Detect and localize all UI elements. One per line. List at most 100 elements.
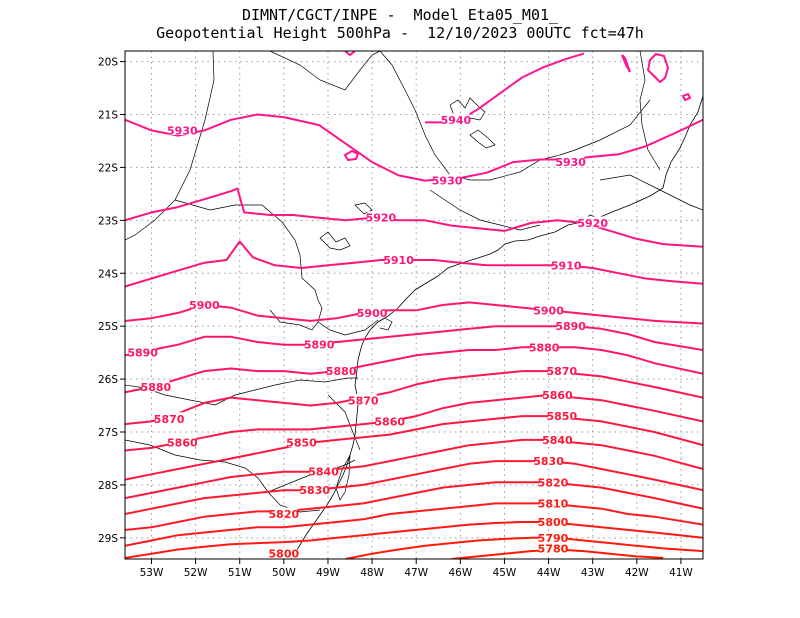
contour-label-bg <box>168 123 196 135</box>
contour-label-bg <box>327 364 355 376</box>
reservoir <box>354 202 373 215</box>
contour-label: 5900 <box>533 304 564 317</box>
closed-contour-blob <box>343 149 360 162</box>
contour-label: 5860 <box>542 389 573 402</box>
contour-label-bg <box>543 433 571 445</box>
contour-label: 5910 <box>383 254 414 267</box>
contour-label: 5870 <box>348 394 379 407</box>
lat-tick-label: 27S <box>98 427 118 439</box>
coastline <box>290 95 703 559</box>
political-border <box>125 51 215 241</box>
lat-tick-label: 28S <box>98 480 118 492</box>
contour-label: 5820 <box>538 476 569 489</box>
contour-label-bg <box>535 454 563 466</box>
contour-label-bg <box>535 303 563 315</box>
contour-label-bg <box>270 547 298 559</box>
contour-label-bg <box>142 380 170 392</box>
contour-5840 <box>125 438 703 500</box>
contour-label: 5940 <box>441 114 472 127</box>
contour-label-bg <box>530 340 558 352</box>
contour-label-bg <box>539 475 567 487</box>
contour-label: 5870 <box>154 413 185 426</box>
contour-label-bg <box>349 393 377 405</box>
contour-label: 5930 <box>555 156 586 169</box>
contour-label: 5910 <box>551 259 582 272</box>
coastline-bay <box>377 317 393 331</box>
contour-labels: 5930 5930 5930 5940 5920 5920 5910 5910 5900 5900… <box>127 113 608 561</box>
closed-contour-blob <box>681 92 692 102</box>
lon-tick-label: 45W <box>493 567 517 579</box>
lon-tick-label: 48W <box>360 567 384 579</box>
lon-tick-label: 50W <box>272 567 296 579</box>
plot-frame <box>124 50 704 560</box>
contour-label: 5900 <box>357 307 388 320</box>
contour-label: 5780 <box>538 542 569 555</box>
contour-label-bg <box>305 338 333 350</box>
political-border <box>269 51 381 91</box>
chart-title-line1: DIMNT/CGCT/INPE - Model Eta05_M01_ <box>241 6 559 24</box>
contour-label: 5810 <box>538 497 569 510</box>
lon-tick-label: 49W <box>316 567 340 579</box>
lat-tick-label: 21S <box>98 110 118 122</box>
contour-label-bg <box>548 409 576 421</box>
lon-tick-label: 52W <box>184 567 208 579</box>
contour-label: 5930 <box>432 175 463 188</box>
closed-contour-blob <box>621 54 631 73</box>
contour-label-bg <box>557 319 585 331</box>
contour-label-bg <box>129 346 157 358</box>
contour-5880 <box>125 346 703 394</box>
closed-contour-blob <box>344 51 356 57</box>
contour-label-bg <box>557 155 585 167</box>
contour-5800 <box>125 521 703 559</box>
lon-tick-label: 44W <box>537 567 561 579</box>
contour-5820 <box>125 481 703 531</box>
contour-label: 5880 <box>529 341 560 354</box>
contour-label-bg <box>168 436 196 448</box>
contour-label-bg <box>301 483 329 495</box>
small-contour-features <box>343 51 692 162</box>
lon-tick-label: 47W <box>404 567 428 579</box>
lon-tick-label: 42W <box>625 567 649 579</box>
contour-label: 5920 <box>366 212 397 225</box>
lat-tick-label: 23S <box>98 215 118 227</box>
lat-tick-label: 24S <box>98 268 118 280</box>
contour-label-bg <box>190 298 218 310</box>
lat-tick-label: 20S <box>98 57 118 69</box>
coastline-lagoon <box>335 454 351 501</box>
contour-label: 5850 <box>286 437 317 450</box>
contour-label: 5900 <box>189 299 220 312</box>
lat-tick-label: 26S <box>98 374 118 386</box>
contour-5870 <box>125 370 703 426</box>
contour-label: 5840 <box>308 466 339 479</box>
contour-label: 5890 <box>304 339 335 352</box>
chart-title-line2: Geopotential Height 500hPa - 12/10/2023 … <box>156 24 644 42</box>
contour-5930 <box>125 113 703 182</box>
lat-tick-label: 22S <box>98 162 118 174</box>
contour-label: 5870 <box>546 365 577 378</box>
political-border <box>317 319 379 336</box>
contour-label: 5800 <box>269 548 300 561</box>
contour-label: 5860 <box>374 415 405 428</box>
axis-ticks: 53W 52W 51W 50W 49W 48W 47W 46W 45W 44W 43W 42W 41W 2… <box>98 57 693 579</box>
contour-label-bg <box>385 253 413 265</box>
contour-label-bg <box>539 531 567 543</box>
contour-label-bg <box>539 496 567 508</box>
reservoir <box>469 129 496 149</box>
contour-label-bg <box>310 465 338 477</box>
political-border <box>125 439 321 513</box>
contour-label-bg <box>548 364 576 376</box>
contour-label-bg <box>155 412 183 424</box>
political-border <box>174 199 323 331</box>
contour-label-bg <box>539 515 567 527</box>
contour-label-bg <box>442 113 470 125</box>
political-border <box>379 51 651 181</box>
contour-label-bg <box>270 507 298 519</box>
contour-label: 5890 <box>555 320 586 333</box>
contour-5890 <box>125 325 703 357</box>
lon-tick-label: 46W <box>448 567 472 579</box>
contour-label: 5920 <box>577 217 608 230</box>
contour-label-bg <box>539 541 567 553</box>
lat-tick-label: 29S <box>98 533 118 545</box>
